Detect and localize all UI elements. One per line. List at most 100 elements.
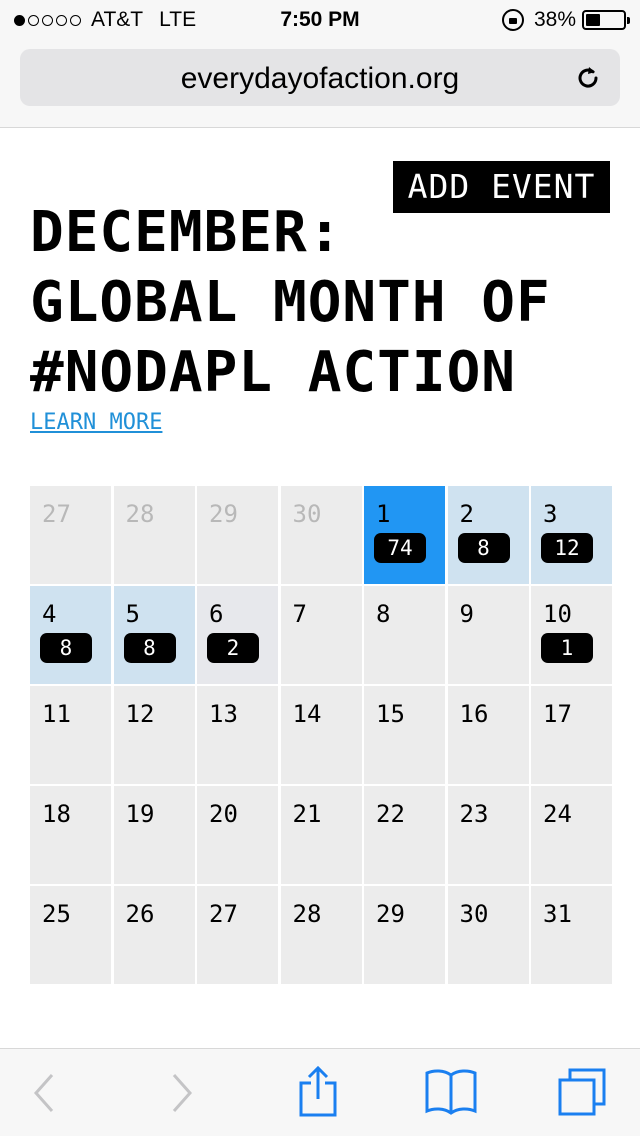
calendar-day[interactable]: 11 xyxy=(30,686,111,784)
day-number: 20 xyxy=(209,800,238,828)
day-number: 19 xyxy=(125,800,155,828)
calendar-day[interactable]: 31 xyxy=(531,886,612,984)
calendar-day[interactable]: 13 xyxy=(197,686,278,784)
day-number: 29 xyxy=(376,900,405,928)
calendar-day[interactable]: 17 xyxy=(531,686,612,784)
learn-more-link[interactable]: LEARN MORE xyxy=(30,410,163,435)
calendar-day[interactable]: 15 xyxy=(364,686,445,784)
event-count-badge: 2 xyxy=(207,633,259,663)
day-number: 23 xyxy=(459,800,489,828)
day-number: 30 xyxy=(292,500,322,528)
calendar-day[interactable]: 9 xyxy=(447,586,529,684)
back-icon[interactable] xyxy=(28,1071,58,1115)
headline-line: #NODAPL ACTION xyxy=(30,340,517,405)
calendar-day[interactable]: 1 74 xyxy=(364,486,445,584)
network-type: LTE xyxy=(159,8,197,31)
status-time: 7:50 PM xyxy=(280,8,360,31)
day-number: 6 xyxy=(209,600,224,628)
bookmarks-icon[interactable] xyxy=(424,1067,478,1115)
url-field[interactable]: everydayofaction.org xyxy=(20,49,620,106)
day-number: 28 xyxy=(292,900,322,928)
browser-address-area: everydayofaction.org xyxy=(0,40,640,128)
day-number: 4 xyxy=(42,600,57,628)
calendar-day[interactable]: 14 xyxy=(280,686,362,784)
status-right: 38% xyxy=(501,8,630,32)
calendar-day[interactable]: 3 12 xyxy=(531,486,612,584)
day-number: 10 xyxy=(543,600,572,628)
day-number: 22 xyxy=(376,800,405,828)
carrier-name: AT&T xyxy=(91,8,144,31)
day-number: 2 xyxy=(459,500,474,528)
calendar-day[interactable]: 19 xyxy=(113,786,195,884)
headline-line: DECEMBER: xyxy=(30,200,343,265)
day-number: 30 xyxy=(459,900,489,928)
calendar-day-other-month[interactable]: 28 xyxy=(113,486,195,584)
calendar-day[interactable]: 18 xyxy=(30,786,111,884)
status-bar: AT&T LTE 7:50 PM 38% xyxy=(0,0,640,40)
signal-dot xyxy=(28,14,39,26)
event-count-badge: 1 xyxy=(541,633,593,663)
page-title: DECEMBER: GLOBAL MONTH OF #NODAPL ACTION xyxy=(30,198,630,408)
url-text[interactable]: everydayofaction.org xyxy=(180,62,460,95)
day-number: 1 xyxy=(376,500,391,528)
calendar-day-other-month[interactable]: 29 xyxy=(197,486,278,584)
calendar-day[interactable]: 30 xyxy=(447,886,529,984)
day-number: 16 xyxy=(459,700,489,728)
day-number: 11 xyxy=(42,700,71,728)
signal-dot xyxy=(70,14,81,26)
signal-dot xyxy=(56,14,67,26)
day-number: 14 xyxy=(292,700,322,728)
signal-dot xyxy=(42,14,53,26)
tabs-icon[interactable] xyxy=(557,1067,609,1117)
day-number: 24 xyxy=(543,800,572,828)
calendar-day-other-month[interactable]: 27 xyxy=(30,486,111,584)
day-number: 29 xyxy=(209,500,238,528)
calendar-day[interactable]: 10 1 xyxy=(531,586,612,684)
day-number: 31 xyxy=(543,900,572,928)
day-number: 13 xyxy=(209,700,238,728)
add-event-button[interactable]: ADD EVENT xyxy=(393,161,610,213)
reload-icon[interactable] xyxy=(574,64,602,92)
status-left: AT&T LTE xyxy=(14,8,196,32)
event-count-badge: 8 xyxy=(457,533,510,563)
day-number: 15 xyxy=(376,700,405,728)
day-number: 18 xyxy=(42,800,71,828)
day-number: 21 xyxy=(292,800,322,828)
calendar-day[interactable]: 28 xyxy=(280,886,362,984)
calendar-day-other-month[interactable]: 30 xyxy=(280,486,362,584)
signal-dot xyxy=(14,14,25,26)
day-number: 3 xyxy=(543,500,558,528)
share-icon[interactable] xyxy=(298,1065,338,1117)
calendar-day[interactable]: 8 xyxy=(364,586,445,684)
forward-icon[interactable] xyxy=(168,1071,198,1115)
day-number: 7 xyxy=(292,600,307,628)
calendar-day[interactable]: 29 xyxy=(364,886,445,984)
calendar-day[interactable]: 16 xyxy=(447,686,529,784)
calendar-day[interactable]: 23 xyxy=(447,786,529,884)
calendar-day[interactable]: 7 xyxy=(280,586,362,684)
event-count-badge: 8 xyxy=(40,633,92,663)
calendar-day[interactable]: 21 xyxy=(280,786,362,884)
battery-percent: 38% xyxy=(533,8,576,31)
calendar-day[interactable]: 27 xyxy=(197,886,278,984)
calendar-day[interactable]: 26 xyxy=(113,886,195,984)
calendar-day[interactable]: 20 xyxy=(197,786,278,884)
day-number: 8 xyxy=(376,600,391,628)
event-count-badge: 74 xyxy=(374,533,426,563)
calendar-day[interactable]: 25 xyxy=(30,886,111,984)
day-number: 17 xyxy=(543,700,572,728)
event-count-badge: 12 xyxy=(541,533,593,563)
calendar-day[interactable]: 12 xyxy=(113,686,195,784)
battery-level xyxy=(586,14,600,26)
day-number: 26 xyxy=(125,900,155,928)
signal-strength-icon xyxy=(14,14,81,26)
day-number: 12 xyxy=(125,700,155,728)
calendar-day[interactable]: 22 xyxy=(364,786,445,884)
day-number: 25 xyxy=(42,900,71,928)
browser-toolbar xyxy=(0,1048,640,1136)
calendar-day[interactable]: 24 xyxy=(531,786,612,884)
